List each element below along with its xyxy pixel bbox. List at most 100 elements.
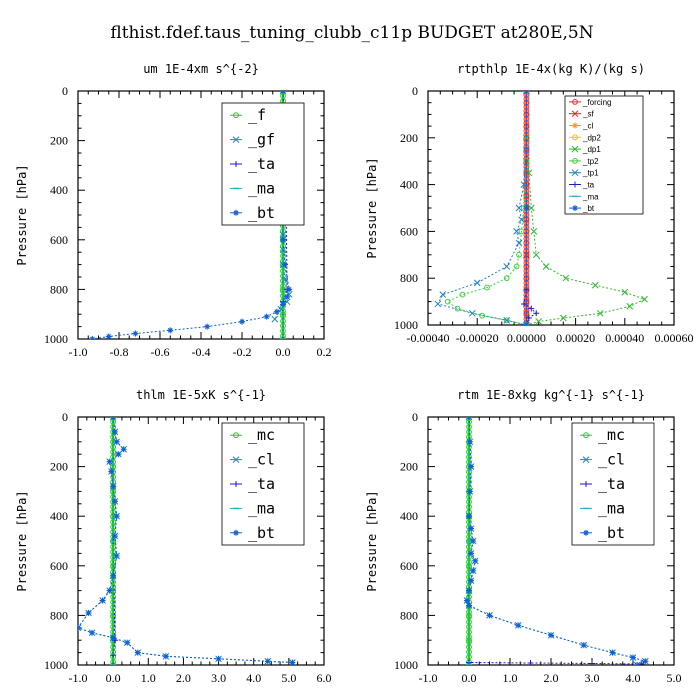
legend-marker (572, 99, 578, 105)
legend-marker (233, 112, 239, 119)
data-point (580, 642, 587, 649)
chart-panel-3: thlm 1E-5xK s^{-1} Pressure [hPa] -1.0 0.0 1… (15, 388, 332, 685)
data-point (89, 336, 96, 339)
legend-label: _bt (598, 524, 625, 542)
data-point (264, 658, 271, 665)
data-point (520, 181, 528, 188)
data-point (280, 301, 286, 308)
legend-marker (572, 158, 578, 164)
data-point (513, 263, 520, 270)
figure-title: flthist.fdef.taus_tuning_clubb_c11p BUDG… (110, 23, 593, 43)
y-tick-label: 200 (400, 460, 418, 474)
legend-marker (582, 456, 590, 463)
data-point (89, 629, 96, 636)
legend-label: _mc (598, 426, 625, 444)
y-tick-label: 400 (400, 178, 418, 192)
data-point (513, 228, 520, 235)
x-tick-label: 6.0 (317, 671, 332, 685)
legend-label: _ta (248, 155, 275, 173)
data-point (282, 261, 289, 268)
data-point (596, 309, 604, 317)
x-tick-label: -0.2 (233, 345, 252, 359)
data-point (120, 446, 127, 453)
x-tick-label: 2.0 (176, 671, 191, 685)
y-tick-label: 800 (50, 282, 68, 296)
data-point (523, 251, 530, 259)
legend-label: _ma (248, 499, 275, 517)
data-point (523, 205, 530, 211)
data-point (468, 463, 475, 470)
legend-marker (232, 136, 240, 143)
legend-marker (571, 169, 579, 177)
data-point (527, 204, 535, 212)
y-tick-label: 400 (400, 509, 418, 523)
series-line-dp1 (525, 91, 646, 325)
chart-panel-4: rtm 1E-8xkg kg^{-1} s^{-1} Pressure [hPa]… (365, 388, 682, 685)
legend-marker (583, 481, 589, 487)
data-point (111, 498, 118, 505)
legend-marker (233, 209, 239, 216)
data-point (124, 639, 131, 646)
x-tick-label: 4.0 (246, 671, 261, 685)
data-point (439, 291, 447, 298)
panel-title: thlm 1E-5xK s^{-1} (136, 388, 266, 402)
x-tick-label: 5.0 (281, 671, 296, 685)
y-tick-label: 1000 (44, 332, 68, 346)
x-tick-label: 3.0 (585, 671, 600, 685)
legend-marker (572, 134, 578, 141)
legend-box (564, 95, 644, 215)
legend-label: _gf (248, 131, 275, 149)
data-point (111, 428, 118, 435)
x-tick-label: -0.8 (110, 345, 129, 359)
data-point (466, 513, 472, 520)
x-tick-label: 0.00060 (655, 331, 694, 345)
data-point (535, 318, 543, 325)
data-point (280, 236, 286, 243)
x-tick-label: -1.0 (69, 671, 88, 685)
data-point (463, 597, 470, 604)
legend-label: _mc (248, 426, 275, 444)
legend-label: _forcing (582, 98, 611, 107)
data-point (289, 659, 296, 665)
series-line-tp1 (437, 91, 527, 325)
legend-label: _cl (582, 122, 593, 131)
legend-marker (572, 205, 578, 212)
legend-label: _dp1 (582, 145, 601, 154)
data-point (85, 609, 92, 616)
data-point (533, 310, 540, 317)
x-tick-label: -0.4 (192, 345, 211, 359)
data-point (562, 274, 570, 282)
legend-marker (233, 529, 239, 536)
legend-label: _tp1 (582, 169, 599, 178)
data-point (638, 661, 645, 665)
y-tick-label: 800 (400, 608, 418, 622)
data-point (515, 239, 523, 247)
data-point (621, 288, 629, 296)
data-point (468, 309, 476, 317)
y-tick-label: 200 (50, 134, 68, 148)
legend-label: _cl (248, 451, 275, 469)
y-tick-label: 1000 (394, 318, 418, 332)
y-tick-label: 0 (412, 84, 418, 98)
y-tick-label: 0 (412, 410, 418, 424)
y-tick-label: 600 (400, 224, 418, 238)
legend: _mc _cl _ta _ma _bt (221, 422, 305, 546)
legend-label: _dp2 (582, 133, 601, 142)
data-point (468, 550, 475, 557)
legend-label: _cl (598, 451, 625, 469)
data-point (279, 246, 287, 254)
data-point (466, 587, 472, 594)
data-point (110, 572, 117, 579)
legend-label: _ta (248, 475, 275, 493)
legend-label: _bt (248, 204, 275, 222)
panel-title: rtpthlp 1E-4x(kg K)/(kg s) (457, 62, 645, 76)
data-point (113, 552, 120, 559)
x-tick-label: 0.00040 (605, 331, 644, 345)
data-point (110, 483, 117, 490)
data-point (239, 318, 245, 325)
legend-marker (233, 481, 239, 487)
y-tick-label: 600 (400, 559, 418, 573)
data-point (641, 295, 648, 303)
x-tick-label: -1.0 (419, 671, 438, 685)
